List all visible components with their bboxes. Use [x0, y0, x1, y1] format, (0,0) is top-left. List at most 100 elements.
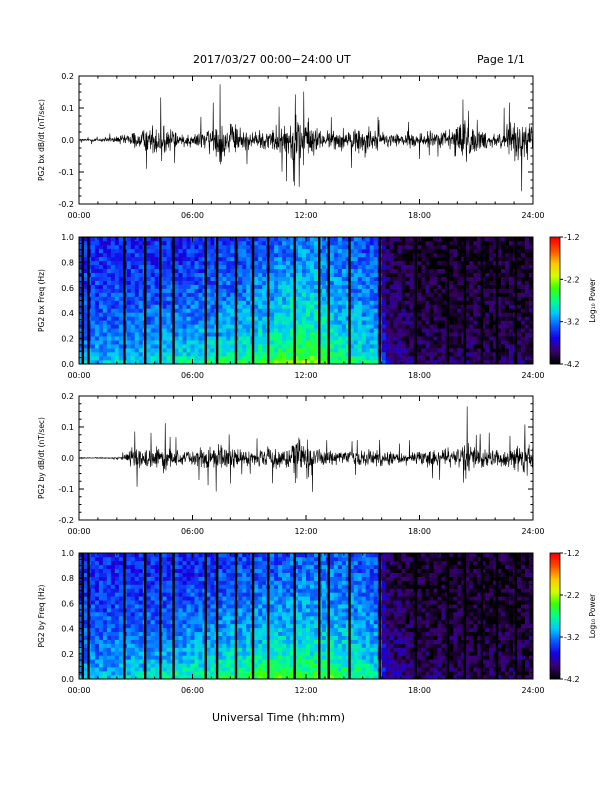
spectrogram-cell	[493, 240, 498, 246]
spectrogram-cell	[429, 260, 434, 266]
spectrogram-cell	[110, 553, 116, 558]
spectrogram-cell	[294, 356, 299, 361]
spectrogram-cell	[385, 288, 390, 293]
spectrogram-cell	[449, 256, 454, 262]
spectrogram-cell	[449, 244, 454, 250]
spectrogram-cell	[353, 316, 359, 321]
spectrogram-cell	[389, 332, 394, 337]
spectrogram-cell	[238, 320, 243, 325]
spectrogram-cell	[449, 312, 454, 317]
spectrogram-cell	[154, 237, 159, 242]
spectrogram-cell	[525, 360, 530, 365]
spectrogram-cell	[194, 260, 199, 266]
spectrogram-cell	[353, 256, 359, 262]
data-gap-stripe	[480, 237, 484, 364]
spectrogram-cell	[218, 248, 223, 254]
spectrogram-cell	[130, 252, 136, 258]
spectrogram-cell	[138, 352, 144, 357]
spectrogram-cell	[254, 308, 259, 313]
spectrogram-cell	[182, 553, 187, 558]
spectrogram-cell	[162, 248, 167, 254]
spectrogram-cell	[441, 300, 446, 305]
spectrogram-cell	[465, 324, 470, 329]
spectrogram-cell	[94, 280, 100, 285]
spectrogram-cell	[118, 276, 124, 281]
spectrogram-cell	[489, 272, 494, 277]
spectrogram-cell	[106, 348, 112, 353]
spectrogram-cell	[302, 308, 307, 313]
spectrogram-cell	[282, 272, 287, 277]
spectrogram-cell	[357, 356, 363, 361]
spectrogram-cell	[162, 639, 167, 644]
spectrogram-cell	[230, 300, 235, 305]
spectrogram-cell	[441, 324, 446, 329]
spectrogram-cell	[154, 651, 159, 656]
spectrogram-cell	[493, 352, 498, 357]
spectrogram-cell	[138, 596, 144, 601]
spectrogram-cell	[106, 300, 112, 305]
spectrogram-cell	[134, 256, 140, 262]
spectrogram-cell	[425, 288, 430, 293]
spectrogram-cell	[294, 260, 299, 266]
spectrogram-cell	[186, 568, 191, 573]
spectrogram-cell	[417, 296, 422, 301]
spectrogram-cell	[238, 340, 243, 345]
spectrogram-cell	[126, 280, 132, 285]
spectrogram-cell	[385, 360, 390, 365]
colorbar-segment	[550, 277, 560, 280]
spectrogram-cell	[449, 344, 454, 349]
spectrogram-cell	[206, 348, 211, 353]
spectrogram-cell	[106, 352, 112, 357]
colorbar-segment	[550, 266, 560, 270]
spectrogram-cell	[337, 272, 343, 277]
spectrogram-cell	[174, 627, 179, 633]
spectrogram-cell	[405, 272, 410, 277]
spectrogram-cell	[437, 336, 442, 341]
spectrogram-cell	[166, 356, 171, 361]
spectrogram-cell	[409, 340, 414, 345]
colorbar-segment	[550, 325, 560, 329]
spectrogram-cell	[102, 647, 108, 652]
spectrogram-cell	[134, 635, 140, 640]
spectrogram-cell	[79, 560, 84, 566]
spectrogram-cell	[489, 292, 494, 297]
spectrogram-cell	[118, 647, 124, 652]
spectrogram-cell	[82, 356, 88, 361]
spectrogram-cell	[150, 336, 155, 341]
spectrogram-cell	[222, 237, 227, 242]
spectrogram-cell	[357, 272, 363, 277]
spectrogram-cell	[138, 584, 144, 589]
spectrogram-cell	[146, 584, 151, 589]
spectrogram-cell	[130, 612, 136, 617]
spectrogram-cell	[357, 352, 363, 357]
spectrogram-cell	[126, 572, 132, 577]
spectrogram-cell	[106, 556, 112, 562]
spectrogram-cell	[79, 244, 84, 250]
spectrogram-cell	[126, 671, 132, 676]
spectrogram-cell	[349, 332, 355, 337]
spectrogram-cell	[417, 280, 422, 285]
spectrogram-cell	[94, 360, 100, 365]
spectrogram-cell	[389, 308, 394, 313]
spectrogram-cell	[114, 576, 120, 581]
spectrogram-cell	[397, 240, 402, 246]
spectrogram-cell	[282, 268, 287, 274]
spectrogram-cell	[226, 256, 231, 262]
spectrogram-cell	[333, 356, 339, 361]
spectrogram-cell	[162, 256, 167, 262]
spectrogram-cell	[457, 360, 462, 365]
spectrogram-cell	[230, 348, 235, 353]
spectrogram-cell	[306, 272, 311, 277]
spectrogram-cell	[425, 308, 430, 313]
spectrogram-cell	[294, 272, 299, 277]
spectrogram-cell	[529, 360, 534, 365]
spectrogram-cell	[341, 308, 347, 313]
spectrogram-cell	[210, 356, 215, 361]
spectrogram-cell	[138, 320, 144, 325]
spectrogram-cell	[381, 352, 386, 357]
spectrogram-cell	[337, 288, 343, 293]
spectrogram-cell	[126, 556, 132, 562]
spectrogram-cell	[110, 612, 116, 617]
spectrogram-cell	[150, 588, 155, 593]
spectrogram-cell	[369, 256, 374, 262]
